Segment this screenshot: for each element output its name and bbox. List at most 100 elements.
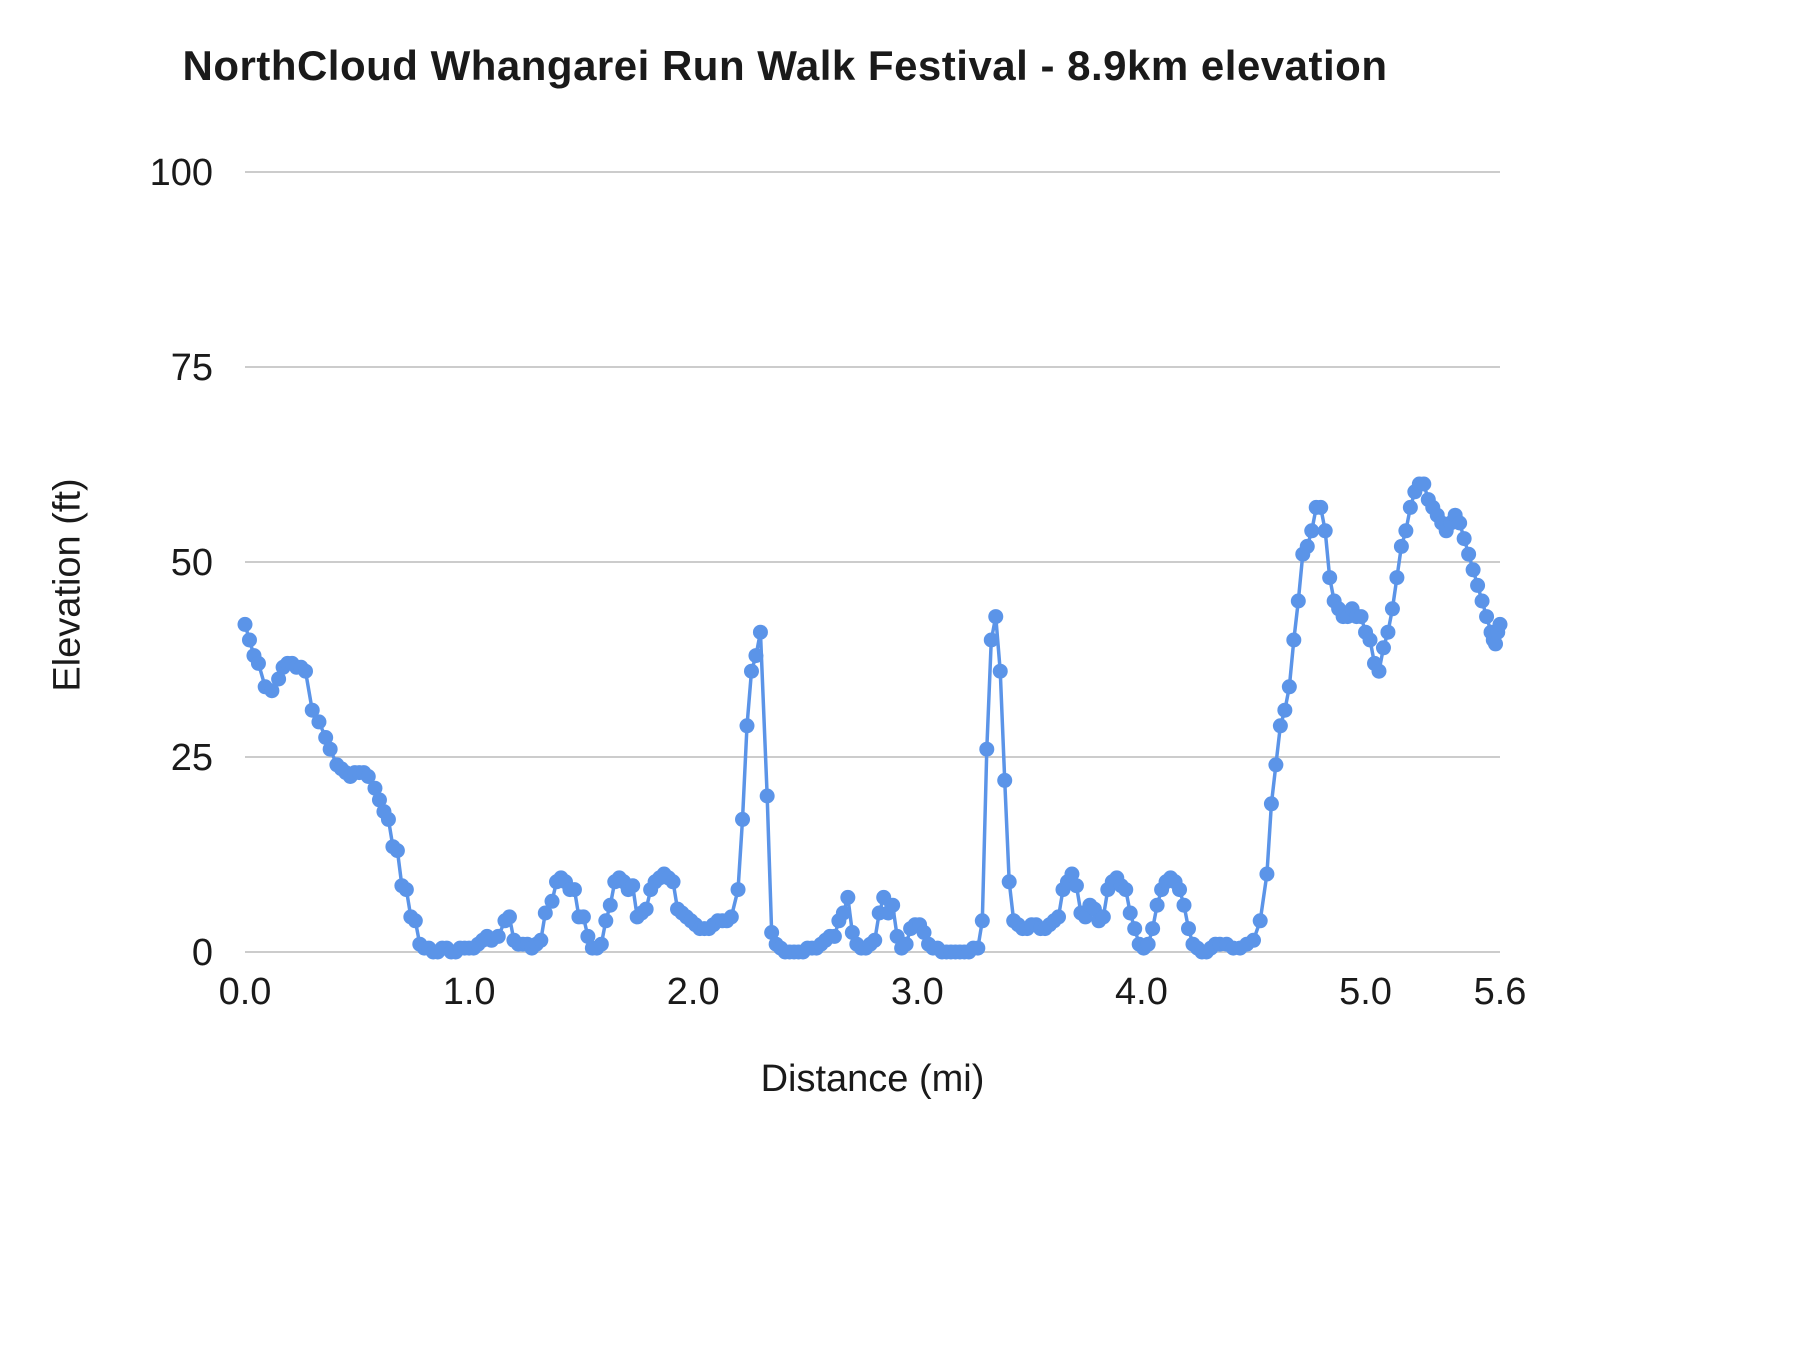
data-point-marker — [1277, 702, 1293, 718]
data-point-marker — [250, 655, 266, 671]
data-point-marker — [380, 811, 396, 827]
data-point-marker — [739, 718, 755, 734]
data-point-marker — [1380, 624, 1396, 640]
data-point-marker — [1145, 921, 1161, 937]
data-point-marker — [241, 632, 257, 648]
chart-title: NorthCloud Whangarei Run Walk Festival -… — [182, 42, 1388, 89]
data-point-marker — [1272, 718, 1288, 734]
data-point-marker — [867, 932, 883, 948]
data-point-marker — [983, 632, 999, 648]
data-point-marker — [885, 897, 901, 913]
data-point-marker — [298, 663, 314, 679]
data-point-marker — [1313, 499, 1329, 515]
x-tick-label: 0.0 — [219, 971, 272, 1013]
data-point-marker — [1068, 878, 1084, 894]
data-point-marker — [735, 811, 751, 827]
data-point-marker — [1268, 757, 1284, 773]
x-tick-label: 5.0 — [1339, 971, 1392, 1013]
x-axis-label: Distance (mi) — [760, 1058, 985, 1100]
data-point-marker — [1252, 913, 1268, 929]
data-point-marker — [490, 928, 506, 944]
x-tick-label: 3.0 — [891, 971, 944, 1013]
data-point-marker — [598, 913, 614, 929]
data-point-marker — [730, 882, 746, 898]
data-point-marker — [748, 648, 764, 664]
data-point-marker — [1470, 577, 1486, 593]
data-point-marker — [625, 878, 641, 894]
data-point-marker — [1281, 679, 1297, 695]
data-point-marker — [665, 874, 681, 890]
y-tick-label: 75 — [171, 347, 213, 389]
data-point-marker — [1398, 523, 1414, 539]
data-point-marker — [580, 928, 596, 944]
y-tick-label: 0 — [192, 932, 213, 974]
data-point-marker — [1051, 909, 1067, 925]
data-point-marker — [1122, 905, 1138, 921]
data-point-marker — [1259, 866, 1275, 882]
data-point-marker — [826, 928, 842, 944]
data-point-marker — [1304, 523, 1320, 539]
x-tick-label: 2.0 — [667, 971, 720, 1013]
data-point-marker — [1416, 476, 1432, 492]
data-point-marker — [1127, 921, 1143, 937]
data-point-marker — [1456, 531, 1472, 547]
data-point-marker — [537, 905, 553, 921]
data-point-marker — [1375, 640, 1391, 656]
data-point-marker — [743, 663, 759, 679]
data-point-marker — [371, 792, 387, 808]
data-point-marker — [318, 730, 334, 745]
data-point-marker — [840, 889, 856, 905]
x-tick-label: 5.6 — [1474, 971, 1527, 1013]
data-point-marker — [992, 663, 1008, 679]
data-point-marker — [271, 671, 287, 687]
data-point-marker — [759, 788, 775, 804]
data-point-marker — [398, 882, 414, 898]
data-point-marker — [916, 925, 932, 940]
data-point-marker — [367, 780, 383, 796]
data-point-marker — [1322, 570, 1338, 586]
data-point-marker — [1479, 609, 1495, 625]
data-point-marker — [1064, 866, 1080, 882]
data-point-marker — [970, 940, 986, 956]
data-point-marker — [752, 624, 768, 640]
data-point-marker — [544, 893, 560, 909]
data-point-marker — [898, 936, 914, 952]
data-point-marker — [602, 897, 618, 913]
data-point-marker — [1286, 632, 1302, 648]
data-point-marker — [1095, 909, 1111, 925]
data-point-marker — [723, 909, 739, 925]
data-point-marker — [1290, 593, 1306, 609]
data-point-marker — [566, 882, 582, 898]
x-tick-label: 1.0 — [443, 971, 496, 1013]
data-point-marker — [311, 714, 327, 730]
data-point-marker — [988, 609, 1004, 625]
data-point-marker — [974, 913, 990, 929]
data-point-marker — [533, 932, 549, 948]
y-tick-label: 100 — [150, 152, 213, 194]
y-tick-label: 25 — [171, 737, 213, 779]
data-point-marker — [360, 769, 376, 784]
data-point-marker — [1393, 538, 1409, 554]
data-point-marker — [844, 925, 860, 940]
data-point-marker — [237, 616, 253, 632]
data-point-marker — [1362, 632, 1378, 648]
y-tick-label: 50 — [171, 542, 213, 584]
data-point-marker — [407, 913, 423, 929]
data-point-marker — [1263, 796, 1279, 812]
elevation-line — [243, 482, 1502, 954]
data-point-marker — [1492, 616, 1508, 632]
data-point-marker — [1371, 663, 1387, 679]
data-point-marker — [322, 741, 338, 757]
data-point-marker — [997, 772, 1013, 788]
data-point-marker — [764, 925, 780, 940]
data-point-marker — [1245, 932, 1261, 948]
data-point-marker — [1488, 636, 1504, 652]
data-point-marker — [1118, 882, 1134, 898]
data-point-marker — [638, 901, 654, 917]
data-point-marker — [1140, 936, 1156, 952]
data-point-marker — [979, 741, 995, 757]
data-point-marker — [1474, 593, 1490, 609]
data-point-marker — [1461, 546, 1477, 562]
data-point-marker — [1001, 874, 1017, 890]
data-point-marker — [593, 936, 609, 952]
